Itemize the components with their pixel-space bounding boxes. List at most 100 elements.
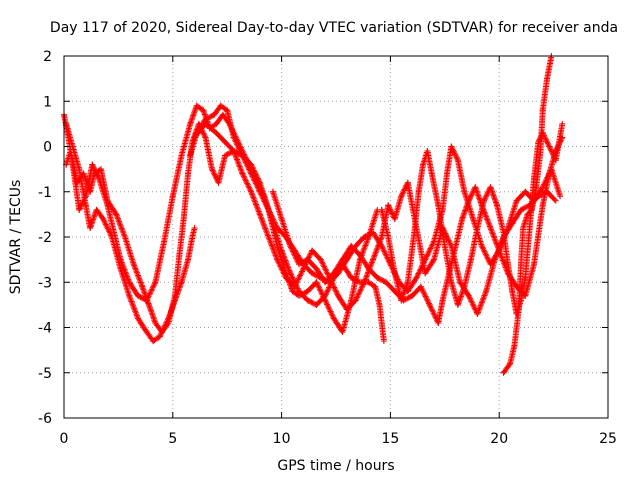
- data-point: [248, 161, 255, 168]
- data-point: [180, 215, 187, 222]
- data-point: [291, 283, 298, 290]
- data-point: [108, 234, 115, 240]
- data-point: [404, 279, 411, 286]
- data-point: [474, 310, 481, 317]
- data-point: [248, 188, 255, 195]
- data-point: [189, 234, 196, 240]
- data-point: [391, 270, 398, 277]
- data-point: [67, 148, 74, 155]
- data-point: [404, 179, 411, 186]
- data-point: [546, 143, 553, 150]
- plus-markers: [63, 120, 198, 345]
- data-point: [544, 75, 551, 82]
- data-point: [224, 107, 231, 114]
- data-point: [426, 301, 433, 308]
- data-point: [509, 288, 516, 295]
- data-point: [417, 283, 424, 290]
- data-point: [552, 197, 559, 204]
- data-point: [380, 338, 387, 345]
- data-point: [93, 206, 100, 213]
- plus-markers: [378, 122, 565, 317]
- data-point: [517, 206, 524, 213]
- data-point: [531, 261, 538, 268]
- data-point: [145, 301, 152, 308]
- data-point: [500, 229, 507, 236]
- data-point: [202, 134, 209, 141]
- data-point: [478, 243, 485, 250]
- data-point: [559, 120, 566, 127]
- data-point: [185, 256, 192, 263]
- data-point: [546, 170, 553, 177]
- data-point: [365, 265, 372, 272]
- data-point: [470, 215, 477, 222]
- data-point: [313, 265, 320, 272]
- data-point: [522, 274, 529, 281]
- series-track-2: [63, 120, 198, 345]
- data-point: [472, 184, 479, 191]
- data-point: [208, 166, 215, 173]
- data-point: [557, 193, 564, 200]
- data-point: [217, 102, 224, 109]
- data-point: [150, 338, 157, 345]
- data-point: [480, 197, 487, 204]
- data-point: [113, 211, 120, 218]
- data-point: [422, 270, 429, 277]
- data-point: [385, 234, 392, 240]
- data-point: [76, 206, 83, 213]
- data-point: [304, 297, 311, 304]
- data-point: [161, 238, 168, 245]
- data-point: [522, 188, 529, 195]
- data-point: [187, 152, 194, 159]
- data-point: [507, 360, 514, 367]
- data-point: [256, 188, 263, 195]
- data-point: [213, 129, 220, 136]
- data-point: [202, 120, 209, 127]
- data-point: [452, 243, 459, 250]
- data-point: [369, 256, 376, 263]
- data-point: [91, 170, 98, 177]
- data-point: [158, 329, 165, 336]
- data-point: [313, 279, 320, 286]
- data-point: [97, 166, 104, 173]
- data-point: [211, 111, 218, 118]
- series-track-3: [63, 120, 381, 336]
- data-point: [335, 292, 342, 299]
- data-point: [352, 297, 359, 304]
- data-point: [230, 148, 237, 155]
- data-point: [509, 220, 516, 227]
- data-point: [369, 229, 376, 236]
- data-point: [104, 197, 111, 204]
- data-point: [215, 179, 222, 186]
- data-point: [372, 283, 379, 290]
- data-point: [513, 283, 520, 290]
- y-tick-label: 0: [43, 140, 52, 156]
- data-point: [126, 292, 133, 299]
- y-axis-label: SDTVAR / TECUs: [8, 180, 24, 295]
- grid-lines: [64, 56, 608, 418]
- data-point: [457, 279, 464, 286]
- data-point: [539, 107, 546, 114]
- data-point: [513, 197, 520, 204]
- data-point: [533, 184, 540, 191]
- y-axis-ticks: -6 -5 -4 -3 -2 -1 0 1 2: [38, 49, 608, 427]
- data-point: [178, 279, 185, 286]
- data-point: [398, 193, 405, 200]
- data-point: [274, 243, 281, 250]
- data-point: [435, 202, 442, 209]
- data-point: [156, 333, 163, 340]
- data-point: [539, 202, 546, 209]
- data-point: [348, 243, 355, 250]
- data-point: [143, 329, 150, 336]
- data-point: [176, 252, 183, 259]
- data-point: [89, 161, 96, 168]
- data-point: [222, 152, 229, 159]
- data-point: [415, 188, 422, 195]
- data-point: [343, 306, 350, 313]
- data-point: [152, 279, 159, 286]
- x-tick-label: 5: [168, 431, 177, 447]
- data-point: [256, 211, 263, 218]
- data-point: [376, 301, 383, 308]
- y-tick-label: 1: [43, 94, 52, 110]
- data-point: [296, 292, 303, 299]
